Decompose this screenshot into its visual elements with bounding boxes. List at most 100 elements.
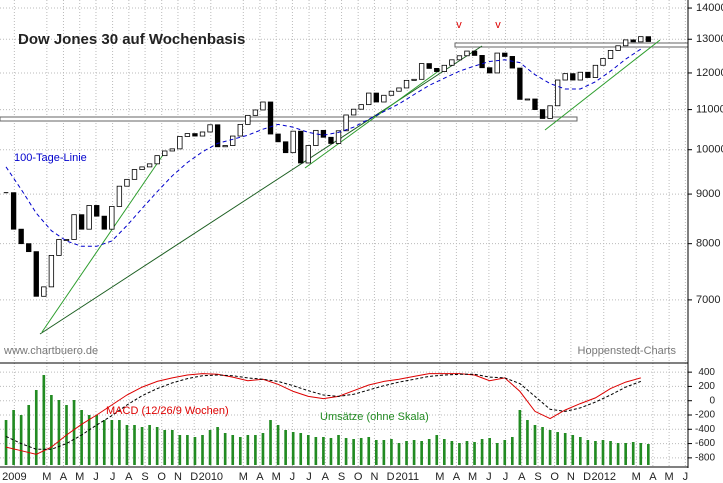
- candle: [139, 166, 145, 170]
- volume-bar: [322, 437, 325, 465]
- candle: [418, 63, 425, 80]
- volume-bar: [571, 435, 575, 465]
- volume-bar: [473, 442, 476, 465]
- x-tick-label: A: [453, 471, 461, 483]
- volume-bar: [261, 433, 265, 465]
- volume-bar: [110, 420, 114, 465]
- volume-bar: [314, 437, 318, 465]
- candle: [305, 145, 311, 164]
- volume-bar: [450, 441, 454, 465]
- volume-bar: [276, 425, 280, 465]
- x-tick-label: J: [683, 471, 689, 483]
- x-tick-label: J: [110, 471, 116, 483]
- volume-bar: [254, 435, 257, 465]
- candle: [245, 114, 251, 125]
- trend-line: [304, 69, 441, 169]
- marker: v: [495, 19, 501, 31]
- candle: [109, 206, 115, 230]
- y-tick-label: 8000: [696, 238, 720, 250]
- candle: [366, 92, 372, 106]
- candle: [343, 114, 349, 132]
- y-tick-label: -600: [695, 438, 715, 449]
- x-tick-label: N: [567, 471, 575, 483]
- trend-line: [41, 151, 166, 333]
- candle: [48, 255, 55, 288]
- volume-bar: [458, 443, 461, 465]
- candle: [464, 50, 470, 57]
- candle: [373, 92, 379, 103]
- candle: [313, 129, 319, 146]
- candle: [298, 130, 304, 164]
- credit-label: Hoppenstedt-Charts: [578, 345, 677, 357]
- chart-title: Dow Jones 30 auf Wochenbasis: [18, 31, 245, 48]
- candle: [116, 185, 123, 207]
- volume-bar: [178, 435, 182, 465]
- volume-bar: [579, 437, 582, 465]
- candle: [290, 130, 296, 154]
- candle: [630, 39, 636, 43]
- candle: [184, 133, 191, 137]
- candle: [577, 71, 583, 81]
- candle: [388, 90, 395, 96]
- candle: [615, 45, 621, 51]
- x-tick-label: J: [93, 471, 99, 483]
- candle: [214, 124, 221, 148]
- candle: [486, 67, 493, 74]
- ma-label: 100-Tage-Linie: [14, 152, 87, 164]
- y-tick-label: 10000: [696, 144, 723, 156]
- candle: [71, 214, 77, 240]
- trend-line: [544, 39, 661, 131]
- macd-line: [5, 373, 641, 450]
- volume-bar: [503, 440, 507, 465]
- candle: [335, 130, 342, 144]
- volume-bar: [27, 405, 31, 465]
- volume-bar: [344, 438, 348, 465]
- volume-bar: [397, 443, 401, 465]
- volume-bar: [533, 425, 537, 465]
- volume-bar: [367, 437, 371, 465]
- x-tick-label: M: [435, 471, 444, 483]
- candle: [177, 136, 183, 150]
- candle: [638, 36, 644, 43]
- x-tick-label: 2011: [395, 471, 419, 483]
- volume-bar: [465, 441, 469, 465]
- candle: [162, 150, 168, 157]
- volume-bar: [412, 440, 416, 465]
- volume-bar: [19, 415, 23, 465]
- volume-bar: [42, 375, 46, 465]
- volume-bar: [102, 420, 106, 465]
- y-tick-label: 200: [698, 381, 715, 392]
- candle: [169, 148, 175, 152]
- y-tick-label: -200: [695, 410, 715, 421]
- candle: [275, 133, 281, 143]
- x-tick-label: J: [503, 471, 509, 483]
- candle: [86, 205, 92, 230]
- volume-bar: [488, 438, 491, 465]
- candle: [502, 52, 508, 57]
- volume-bar: [442, 439, 446, 465]
- x-tick-label: M: [665, 471, 674, 483]
- volume-bar: [616, 443, 620, 465]
- volume-bar: [480, 439, 484, 465]
- volume-bar: [306, 435, 310, 465]
- volume-bar: [133, 425, 136, 465]
- y-tick-label: 14000: [696, 2, 723, 14]
- candle: [592, 64, 599, 78]
- x-tick-label: S: [338, 471, 345, 483]
- volume-bar: [624, 443, 627, 465]
- volume-bar: [246, 435, 250, 465]
- candle: [199, 131, 206, 137]
- volume-bar: [337, 435, 340, 465]
- candle: [426, 63, 432, 69]
- volume-bar: [269, 420, 272, 465]
- x-tick-label: M: [468, 471, 477, 483]
- volume-bar: [34, 390, 38, 465]
- candle: [570, 73, 576, 81]
- candle: [381, 94, 387, 103]
- candle: [267, 101, 274, 135]
- volume-bar: [193, 437, 197, 465]
- volume-bar: [594, 441, 597, 465]
- candle: [252, 109, 259, 116]
- x-tick-label: S: [141, 471, 148, 483]
- plot: [3, 36, 651, 465]
